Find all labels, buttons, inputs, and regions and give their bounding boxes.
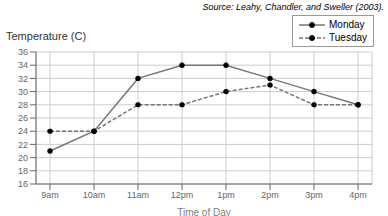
svg-text:4pm: 4pm: [349, 190, 367, 200]
svg-text:36: 36: [18, 48, 28, 57]
svg-text:Time of Day: Time of Day: [177, 207, 231, 216]
svg-text:28: 28: [18, 100, 28, 110]
svg-text:26: 26: [18, 113, 28, 123]
html-text:Tuesday: Tuesday: [329, 32, 367, 43]
svg-text:3pm: 3pm: [305, 190, 323, 200]
svg-text:12pm: 12pm: [171, 190, 194, 200]
html-text:Source: Leahy, Chandler, and S: Source: Leahy, Chandler, and Sweller (20…: [202, 2, 384, 12]
html-text:Monday: Monday: [329, 19, 365, 30]
svg-text:32: 32: [18, 74, 28, 84]
svg-text:9am: 9am: [41, 190, 59, 200]
svg-text:34: 34: [18, 60, 28, 70]
svg-text:22: 22: [18, 140, 28, 150]
svg-text:20: 20: [18, 153, 28, 163]
html-text:Temperature (C): Temperature (C): [6, 30, 87, 42]
svg-text:24: 24: [18, 126, 28, 136]
svg-text:10am: 10am: [83, 190, 106, 200]
svg-text:11am: 11am: [127, 190, 149, 200]
svg-text:1pm: 1pm: [217, 190, 235, 200]
svg-text:18: 18: [18, 166, 28, 176]
svg-text:2pm: 2pm: [261, 190, 279, 200]
svg-text:30: 30: [18, 87, 28, 97]
svg-text:16: 16: [18, 179, 28, 189]
